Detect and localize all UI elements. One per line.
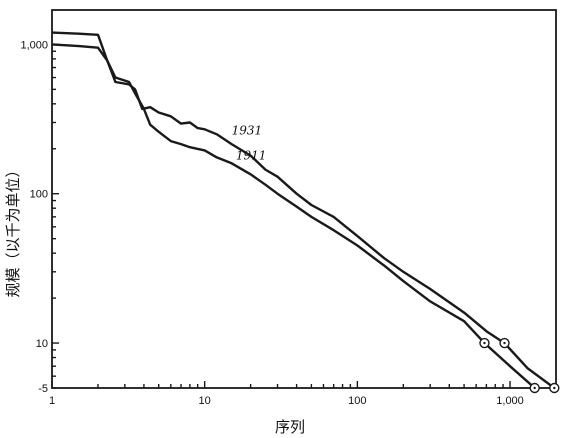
plot-frame [51,9,557,389]
x-tick-label: 10 [199,395,211,407]
series-end-marker-dot [553,386,556,390]
series-line-1911 [51,43,536,389]
series-label-1911: 1911 [236,148,267,162]
plot-area: 1 10 100 1,000 -5 10 100 1,000 1931 1911 [20,9,560,407]
y-tick-label: 1,000 [20,39,48,51]
y-axis-title: 规模（以千为单位） [4,162,22,297]
y-tick-label: 100 [30,189,48,201]
y-tick-label: 10 [36,338,48,350]
x-axis-title: 序列 [275,418,305,436]
series-end-marker-dot [483,341,486,345]
y-tick-label: -5 [38,383,48,395]
series-end-marker-dot [503,341,506,345]
series-label-1931: 1931 [232,123,263,137]
series-end-marker-dot [533,386,536,390]
x-tick-label: 1 [49,395,55,407]
x-tick-label: 1,000 [496,395,524,407]
x-tick-label: 100 [348,395,366,407]
